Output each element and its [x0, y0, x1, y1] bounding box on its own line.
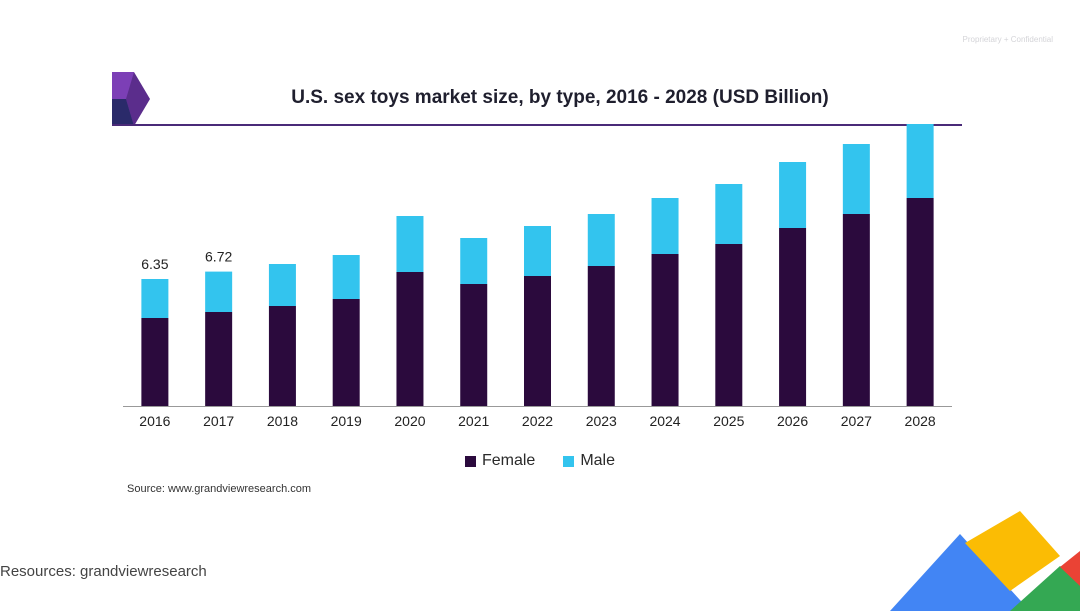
legend-item-male: Male: [563, 452, 615, 470]
x-tick-label-2021: 2021: [458, 413, 489, 429]
x-tick-label-2023: 2023: [586, 413, 617, 429]
chart-title: U.S. sex toys market size, by type, 2016…: [291, 87, 829, 108]
bar-male-2017: [205, 271, 233, 312]
corner-triangles-decoration: [890, 511, 1080, 611]
chart-legend: Female Male: [0, 452, 1080, 470]
x-tick-label-2020: 2020: [394, 413, 425, 429]
bar-female-2020: [396, 272, 424, 406]
bar-male-2016: [141, 279, 169, 318]
data-label-2016: 6.35: [141, 256, 168, 272]
x-tick-label-2017: 2017: [203, 413, 234, 429]
title-divider: [112, 124, 962, 126]
x-tick-label-2016: 2016: [139, 413, 170, 429]
bar-female-2025: [715, 244, 743, 406]
bar-male-2027: [842, 144, 870, 214]
legend-item-female: Female: [464, 452, 536, 470]
bar-male-2021: [460, 238, 488, 284]
bar-male-2028: [906, 124, 934, 198]
grandview-logo-icon: [112, 72, 150, 126]
bar-male-2024: [651, 198, 679, 254]
legend-label-male: Male: [580, 452, 616, 469]
confidential-note: Proprietary + Confidential: [962, 35, 1054, 44]
legend-swatch-male: [563, 455, 575, 467]
bar-male-2018: [268, 264, 296, 306]
bar-female-2022: [524, 276, 551, 406]
bar-female-2026: [779, 228, 807, 406]
bar-female-2018: [268, 306, 296, 406]
bar-chart: 2016 6.35 2017 6.72 2018 2019 2020 2021 2022 2023…: [123, 124, 952, 429]
legend-swatch-female: [464, 455, 476, 467]
legend-label-female: Female: [481, 452, 536, 469]
chart-source: Source: www.grandviewresearch.com: [127, 483, 312, 495]
bar-female-2024: [651, 254, 679, 406]
x-tick-label-2027: 2027: [841, 413, 872, 429]
resources-caption: Resources: grandviewresearch: [0, 563, 207, 580]
x-tick-label-2022: 2022: [522, 413, 553, 429]
bar-male-2023: [587, 214, 615, 266]
x-tick-label-2025: 2025: [713, 413, 744, 429]
x-tick-label-2018: 2018: [267, 413, 298, 429]
bar-female-2017: [205, 312, 233, 406]
x-tick-label-2019: 2019: [331, 413, 362, 429]
bar-male-2026: [779, 162, 807, 228]
data-label-2017: 6.72: [205, 249, 232, 265]
x-tick-label-2024: 2024: [649, 413, 680, 429]
bar-male-2025: [715, 184, 743, 244]
x-tick-label-2028: 2028: [905, 413, 936, 429]
bar-female-2027: [842, 214, 870, 406]
bar-female-2028: [906, 198, 934, 406]
bar-male-2022: [524, 226, 551, 276]
bar-male-2019: [332, 255, 360, 299]
x-tick-label-2026: 2026: [777, 413, 808, 429]
bar-male-2020: [396, 216, 424, 272]
bar-female-2016: [141, 318, 169, 406]
bar-female-2023: [587, 266, 615, 406]
bar-female-2019: [332, 299, 360, 406]
bar-female-2021: [460, 284, 488, 406]
